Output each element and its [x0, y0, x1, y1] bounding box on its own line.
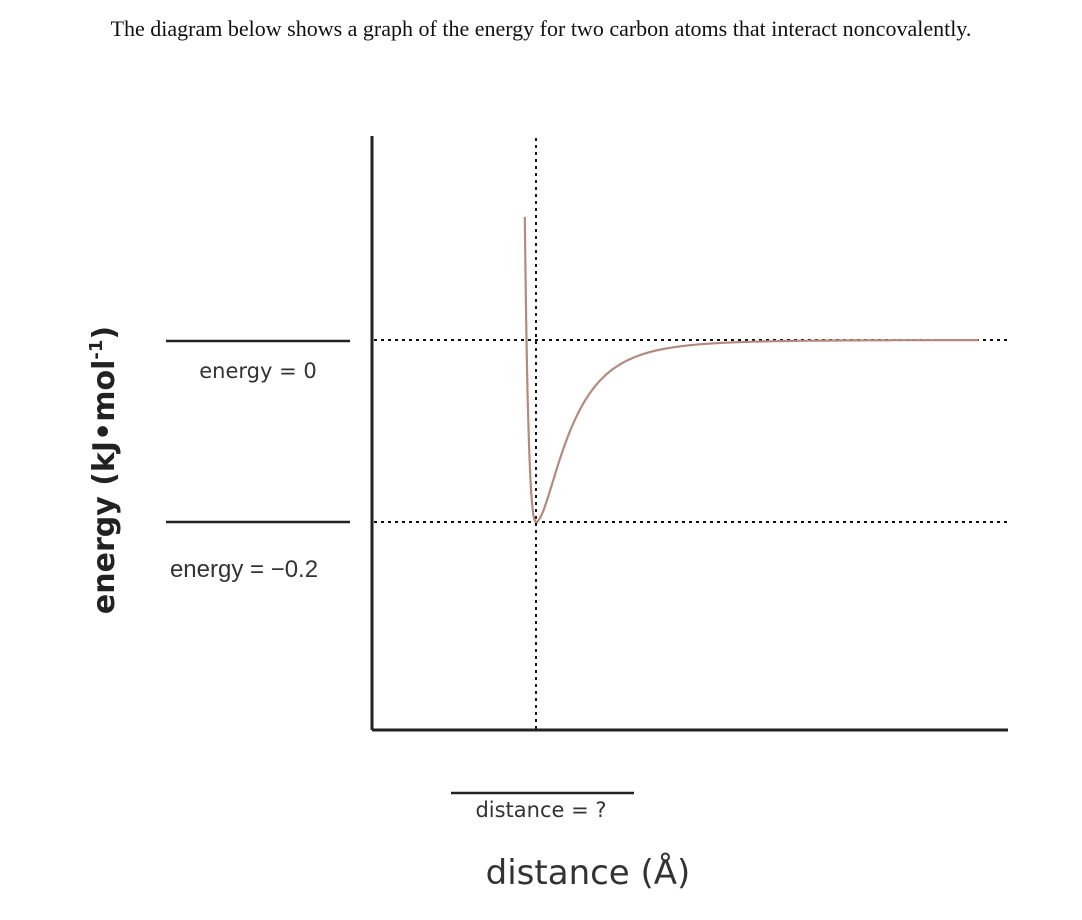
question-stem: The diagram below shows a graph of the e… — [110, 16, 972, 41]
x-axis-label: distance (Å) — [486, 852, 691, 893]
y-axis-label-main: energy (kJ•mol — [87, 360, 122, 614]
potential-curve — [523, 216, 979, 524]
distance-min-label: distance = ? — [475, 798, 606, 822]
y-axis-label: energy (kJ•mol-1) — [86, 326, 122, 614]
energy-min-label: energy = −0.2 — [170, 556, 318, 583]
y-axis-label-sup: -1 — [86, 340, 107, 360]
y-axis-label-close: ) — [87, 326, 122, 340]
energy-zero-label: energy = 0 — [199, 359, 316, 383]
